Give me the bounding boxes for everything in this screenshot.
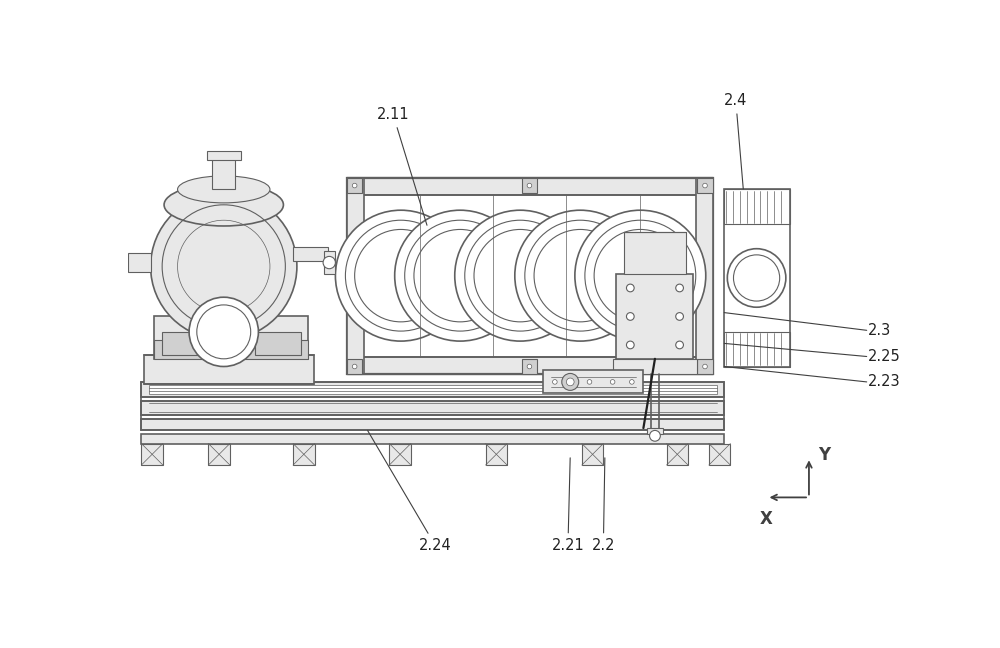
Bar <box>522 178 537 193</box>
Bar <box>212 159 235 189</box>
Bar <box>144 355 314 384</box>
Circle shape <box>630 380 634 384</box>
Text: 2.2: 2.2 <box>592 458 615 553</box>
Text: 2.25: 2.25 <box>868 349 901 364</box>
Bar <box>389 443 411 465</box>
Bar <box>709 443 730 465</box>
Circle shape <box>352 183 357 188</box>
Text: 2.3: 2.3 <box>868 323 891 338</box>
Bar <box>613 359 697 374</box>
Text: Y: Y <box>818 446 830 464</box>
Circle shape <box>626 312 634 320</box>
Bar <box>128 253 151 272</box>
Bar <box>647 428 663 434</box>
Circle shape <box>515 210 646 341</box>
Bar <box>522 359 537 374</box>
Bar <box>347 178 713 374</box>
Bar <box>486 443 507 465</box>
Circle shape <box>626 341 634 349</box>
Text: 2.24: 2.24 <box>368 430 452 553</box>
Circle shape <box>575 210 706 341</box>
Bar <box>582 443 603 465</box>
Bar <box>149 385 717 394</box>
Text: X: X <box>760 510 773 527</box>
Bar <box>293 247 328 261</box>
Bar <box>666 443 688 465</box>
Circle shape <box>335 210 466 341</box>
Bar <box>293 443 315 465</box>
Circle shape <box>352 364 357 369</box>
Bar <box>141 382 724 397</box>
Bar <box>696 178 713 374</box>
Bar <box>724 332 790 367</box>
Text: 2.23: 2.23 <box>868 375 901 389</box>
Circle shape <box>395 210 526 341</box>
Bar <box>347 359 362 374</box>
Circle shape <box>676 284 683 292</box>
Circle shape <box>527 183 532 188</box>
Bar <box>141 434 724 443</box>
Circle shape <box>562 373 579 390</box>
Bar <box>154 316 308 359</box>
Circle shape <box>587 380 592 384</box>
Circle shape <box>676 312 683 320</box>
Text: 2.4: 2.4 <box>724 93 747 189</box>
Bar <box>141 443 163 465</box>
Bar <box>697 359 713 374</box>
Circle shape <box>650 430 660 441</box>
Text: 2.21: 2.21 <box>552 458 584 553</box>
Bar <box>697 178 713 193</box>
Circle shape <box>553 380 557 384</box>
Circle shape <box>610 380 615 384</box>
Ellipse shape <box>164 183 283 226</box>
Circle shape <box>151 193 297 340</box>
Bar <box>207 151 241 160</box>
Bar <box>347 357 713 374</box>
Bar <box>347 178 364 374</box>
Circle shape <box>455 210 586 341</box>
Ellipse shape <box>178 176 270 203</box>
Bar <box>724 189 790 224</box>
Bar <box>255 332 301 355</box>
Circle shape <box>703 364 707 369</box>
Text: 2.11: 2.11 <box>377 107 427 226</box>
Bar <box>162 332 208 355</box>
Bar <box>154 340 308 359</box>
Bar <box>141 401 724 415</box>
Bar <box>724 189 790 367</box>
Circle shape <box>323 257 335 269</box>
Bar <box>543 371 643 393</box>
Bar <box>324 251 335 274</box>
Circle shape <box>566 378 574 386</box>
Circle shape <box>703 183 707 188</box>
Circle shape <box>727 249 786 307</box>
Circle shape <box>527 364 532 369</box>
Bar <box>141 419 724 430</box>
Bar <box>624 232 686 274</box>
Bar <box>616 274 693 359</box>
Circle shape <box>189 297 258 367</box>
Bar <box>208 443 230 465</box>
Circle shape <box>626 284 634 292</box>
Bar <box>347 178 362 193</box>
Circle shape <box>676 341 683 349</box>
Bar <box>347 178 713 195</box>
